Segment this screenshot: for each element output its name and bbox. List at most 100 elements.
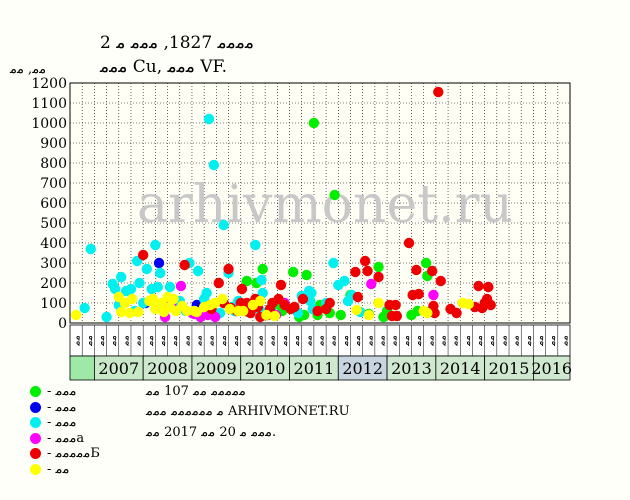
data-point xyxy=(116,271,127,283)
year-label: 2009 xyxy=(196,359,237,378)
data-point xyxy=(275,279,287,291)
data-point xyxy=(411,264,422,276)
quarter-label: ﻣﻣ xyxy=(401,335,412,347)
quarter-label: ﻣﻣ xyxy=(230,335,241,347)
data-point xyxy=(126,293,138,305)
quarter-label: ﻣﻣ xyxy=(84,335,95,347)
plot-border xyxy=(69,82,571,324)
y-tick-label: 400 xyxy=(40,236,67,252)
data-point xyxy=(236,283,248,295)
year-cell xyxy=(69,355,95,381)
data-point xyxy=(201,287,212,299)
data-point xyxy=(451,307,462,319)
data-point xyxy=(289,301,300,313)
quarter-label: ﻣﻣ xyxy=(437,335,448,347)
quarter-label: ﻣﻣ xyxy=(96,335,107,347)
data-point xyxy=(269,310,281,322)
quarter-label: ﻣﻣ xyxy=(523,335,534,347)
data-point xyxy=(237,305,249,317)
data-point xyxy=(217,293,228,305)
quarter-label: ﻣﻣ xyxy=(108,335,119,347)
year-label: 2011 xyxy=(294,359,335,378)
quarter-label: ﻣﻣ xyxy=(413,335,424,347)
quarter-label: ﻣﻣ xyxy=(328,335,339,347)
data-point xyxy=(208,159,220,171)
quarter-label: ﻣﻣ xyxy=(535,335,546,347)
data-point xyxy=(125,283,137,295)
legend-item: - ﻣﻣﻣ xyxy=(30,384,100,400)
legend-item: - ﻣﻣﻣ xyxy=(30,400,100,416)
data-point xyxy=(179,259,190,271)
data-point xyxy=(428,289,439,301)
quarter-label: ﻣﻣ xyxy=(450,335,461,347)
data-point xyxy=(261,309,272,321)
data-point xyxy=(181,305,193,317)
data-point xyxy=(70,309,82,321)
data-point xyxy=(352,291,364,303)
data-point xyxy=(257,287,268,299)
quarter-label: ﻣﻣ xyxy=(389,335,400,347)
year-cell xyxy=(435,355,486,381)
data-point xyxy=(359,255,371,267)
data-point xyxy=(391,310,403,322)
data-point xyxy=(485,299,496,311)
quarter-label: ﻣﻣ xyxy=(511,335,522,347)
data-point xyxy=(101,311,112,323)
year-label: 2008 xyxy=(147,359,188,378)
data-point xyxy=(350,266,361,278)
y-tick-label: 500 xyxy=(40,216,67,232)
data-point xyxy=(373,297,384,309)
year-cell xyxy=(93,355,144,381)
y-tick-label: 1200 xyxy=(31,76,67,92)
data-point xyxy=(191,306,203,318)
year-cell xyxy=(240,355,290,381)
legend-label: - ﻣﻣﻣ xyxy=(47,399,77,415)
quarter-label: ﻣﻣ xyxy=(486,335,497,347)
legend-dot xyxy=(30,448,41,460)
quarter-label: ﻣﻣ xyxy=(291,335,302,347)
quarter-label: ﻣﻣ xyxy=(425,335,436,347)
data-point xyxy=(329,189,340,201)
legend-dot xyxy=(30,463,41,475)
quarter-label: ﻣﻣ xyxy=(194,335,205,347)
data-point xyxy=(301,269,312,281)
data-point xyxy=(473,280,484,292)
data-point xyxy=(390,299,401,311)
quarter-label: ﻣﻣ xyxy=(218,335,229,347)
legend-item: - ﻣﻣﻣa xyxy=(30,431,100,447)
data-point xyxy=(433,86,444,98)
legend-dot xyxy=(30,432,41,444)
data-point xyxy=(426,265,438,277)
legend-label: - ﻣﻣﻣa xyxy=(47,430,85,446)
y-tick-label: 800 xyxy=(40,156,67,172)
quarter-label: ﻣﻣ xyxy=(242,335,253,347)
data-point xyxy=(85,243,96,255)
quarter-label: ﻣﻣ xyxy=(303,335,314,347)
quarter-label: ﻣﻣ xyxy=(462,335,473,347)
data-point xyxy=(428,300,439,312)
info-line3: ﻣﻣﻣ ﻣ 20 ﻣﻣ 2017 ﻣﻣ. xyxy=(146,425,277,440)
quarter-label: ﻣﻣ xyxy=(255,335,266,347)
legend-label: - ﻣﻣﻣﻣﻣБ xyxy=(47,446,100,462)
year-label: 2013 xyxy=(391,359,432,378)
quarter-label: ﻣﻣ xyxy=(474,335,485,347)
data-point xyxy=(224,303,235,315)
data-point xyxy=(422,307,433,319)
data-point xyxy=(366,278,377,290)
data-point xyxy=(324,297,335,309)
chart-title-line2: ﻣﻣﻣ Cu, ﻣﻣﻣ VF. xyxy=(100,57,228,77)
quarter-label: ﻣﻣ xyxy=(559,335,570,347)
y-axis-label: ﻣﻣ, ﻣﻣ xyxy=(10,62,47,77)
data-point xyxy=(209,311,221,323)
chart-title-line1: 2 ﻣﻣﻣﻣ 1827, ﻣﻣﻣ ﻣ xyxy=(100,33,254,53)
data-point xyxy=(255,295,266,307)
quarter-label: ﻣﻣ xyxy=(181,335,192,347)
year-label: 2010 xyxy=(245,359,286,378)
data-point xyxy=(218,219,229,231)
data-point xyxy=(203,113,215,125)
legend-dot xyxy=(30,417,41,429)
data-point xyxy=(483,281,494,293)
year-label: 2014 xyxy=(440,359,481,378)
data-point xyxy=(250,239,261,251)
